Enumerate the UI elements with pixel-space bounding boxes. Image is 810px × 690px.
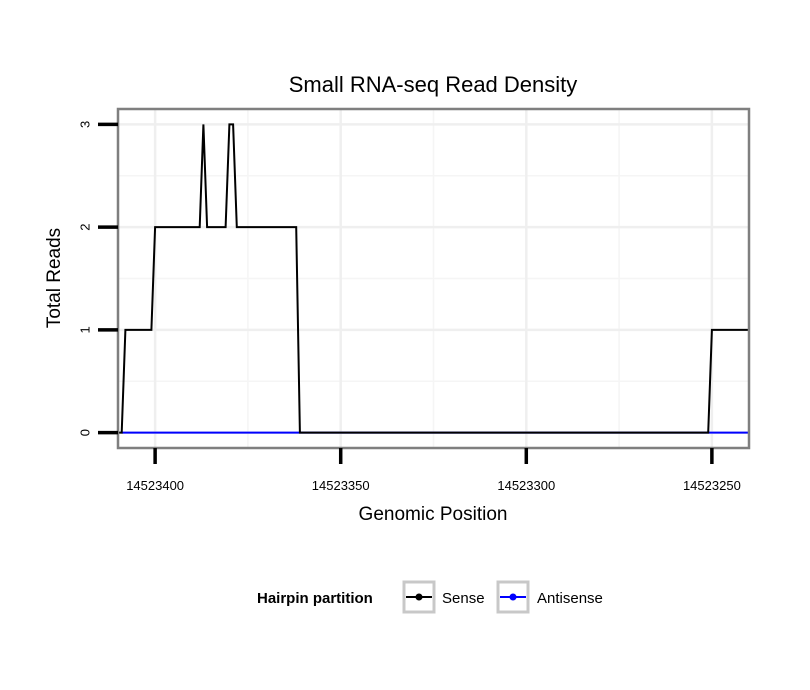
series-line-sense <box>114 123 749 434</box>
y-tick-label: 2 <box>78 224 93 231</box>
legend-label-antisense: Antisense <box>537 590 603 607</box>
legend-point-sense <box>415 593 423 601</box>
x-tick-label: 14523300 <box>497 478 555 493</box>
axes: 14523400 14523350 14523300 14523250 0 1 2 3 <box>78 121 741 493</box>
series-lines <box>114 123 749 434</box>
y-tick-label: 1 <box>78 326 93 333</box>
legend-label-sense: Sense <box>442 590 485 607</box>
y-axis-title: Total Reads <box>44 228 65 328</box>
legend-item-antisense: Antisense <box>496 580 603 614</box>
legend-item-sense: Sense <box>402 580 485 614</box>
chart-title: Small RNA-seq Read Density <box>289 72 578 97</box>
x-tick-label: 14523350 <box>312 478 370 493</box>
legend: Hairpin partition Sense Antisense <box>257 580 603 614</box>
plot-border <box>116 107 751 450</box>
x-axis-title: Genomic Position <box>359 504 508 525</box>
legend-title: Hairpin partition <box>257 590 373 607</box>
x-tick-label: 14523400 <box>126 478 184 493</box>
legend-point-antisense <box>509 593 517 601</box>
y-tick-label: 0 <box>78 429 93 436</box>
x-tick-label: 14523250 <box>683 478 741 493</box>
y-tick-label: 3 <box>78 121 93 128</box>
